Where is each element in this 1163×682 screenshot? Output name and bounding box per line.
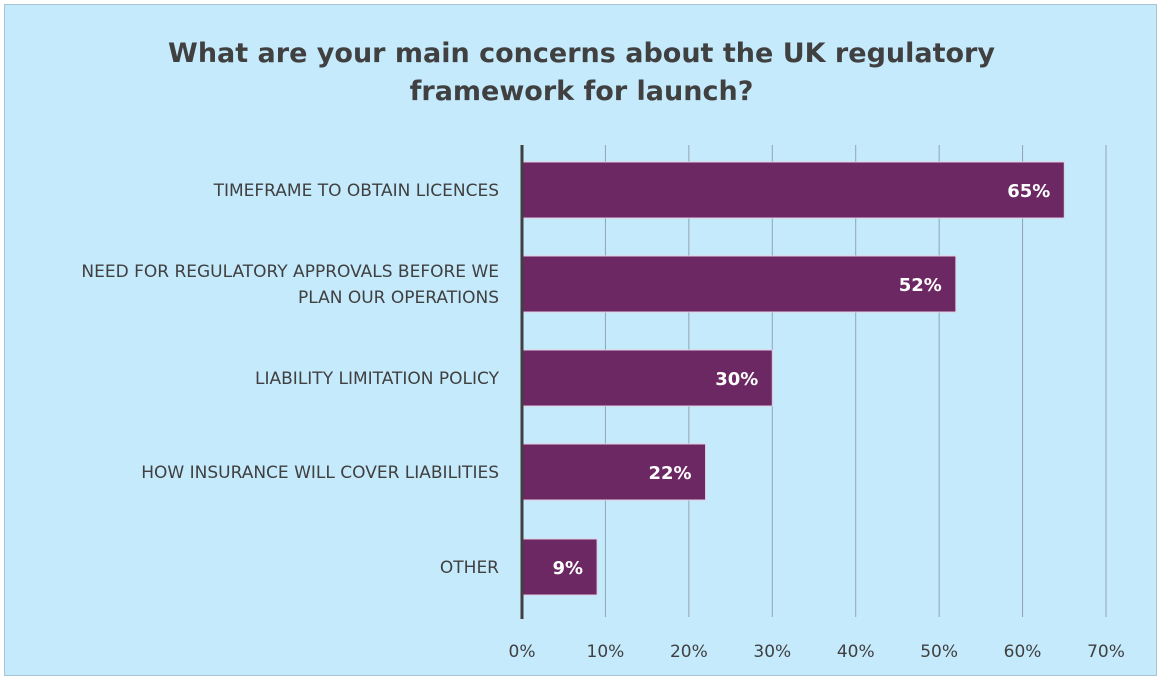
category-label: HOW INSURANCE WILL COVER LIABILITIES — [141, 463, 499, 483]
x-tick-label: 20% — [670, 642, 708, 662]
data-label: 30% — [715, 369, 758, 390]
category-label: NEED FOR REGULATORY APPROVALS BEFORE WE — [81, 262, 499, 282]
bar — [521, 443, 707, 501]
chart-frame: What are your main concerns about the UK… — [4, 4, 1157, 676]
x-tick-label: 40% — [837, 642, 875, 662]
x-tick-label: 60% — [1004, 642, 1042, 662]
data-label: 52% — [899, 275, 942, 296]
labels: 0% 10% 20% 30% 40% 50% 60% 70% 65% TIMEFRAME TO O… — [81, 181, 1125, 662]
chart-title-line-2: framework for launch? — [409, 76, 754, 107]
category-label: OTHER — [440, 558, 499, 578]
category-label: PLAN OUR OPERATIONS — [298, 288, 499, 308]
bar — [521, 161, 1065, 219]
x-tick-label: 30% — [753, 642, 791, 662]
data-label: 22% — [648, 463, 691, 484]
x-tick-label: 0% — [509, 642, 536, 662]
chart-title: What are your main concerns about the UK… — [5, 35, 1158, 111]
bar-chart: 0% 10% 20% 30% 40% 50% 60% 70% 65% TIMEFRAME TO O… — [81, 145, 1125, 662]
category-label: LIABILITY LIMITATION POLICY — [255, 369, 500, 389]
data-label: 65% — [1007, 181, 1050, 202]
category-label: TIMEFRAME TO OBTAIN LICENCES — [213, 181, 499, 201]
bar — [521, 349, 773, 407]
x-tick-label: 10% — [587, 642, 625, 662]
chart-title-line-1: What are your main concerns about the UK… — [168, 38, 995, 69]
x-tick-label: 70% — [1087, 642, 1125, 662]
bar — [521, 255, 957, 313]
x-tick-label: 50% — [920, 642, 958, 662]
data-label: 9% — [553, 558, 584, 579]
bars — [521, 161, 1065, 596]
